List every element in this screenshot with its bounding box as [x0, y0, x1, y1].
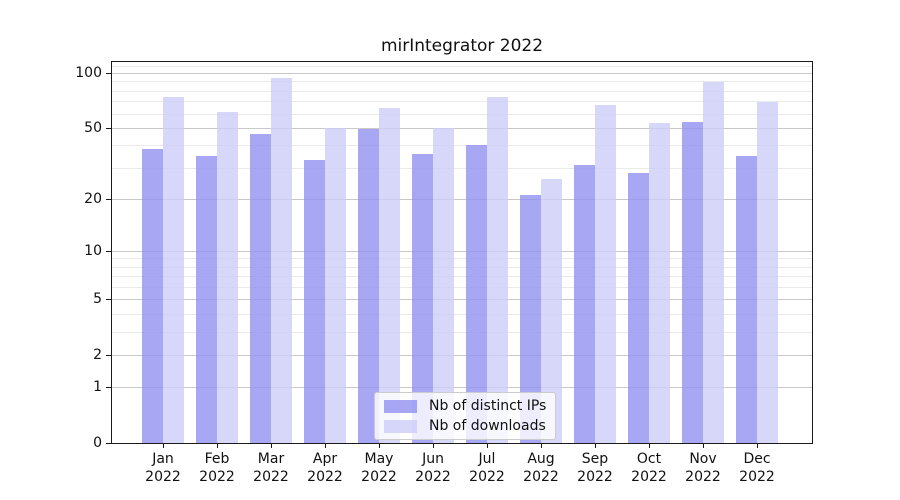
- x-tick-label: Aug 2022: [523, 451, 559, 485]
- x-tick-mark: [433, 444, 434, 448]
- gridline-major: [112, 250, 812, 252]
- bar-downloads-jan: [163, 96, 184, 443]
- x-tick-mark: [487, 444, 488, 448]
- y-tick-label: 10: [84, 242, 102, 259]
- x-tick-mark: [325, 444, 326, 448]
- y-tick-mark: [106, 354, 111, 356]
- y-tick-mark: [106, 299, 111, 301]
- bar-distinct-ips-nov: [682, 121, 703, 443]
- legend: Nb of distinct IPs Nb of downloads: [374, 392, 557, 440]
- bar-downloads-apr: [325, 127, 346, 443]
- y-tick-label: 50: [84, 119, 102, 136]
- x-tick-label: Jan 2022: [145, 451, 181, 485]
- gridline-minor: [112, 258, 812, 260]
- y-tick-label: 1: [93, 379, 102, 396]
- bar-downloads-sep: [595, 104, 616, 443]
- bar-distinct-ips-aug: [520, 195, 541, 443]
- x-tick-label: Apr 2022: [307, 451, 343, 485]
- bar-downloads-may: [379, 108, 400, 443]
- y-tick-label: 0: [93, 435, 102, 451]
- legend-swatch-downloads: [384, 419, 417, 433]
- bar-downloads-nov: [703, 82, 724, 443]
- gridline-minor: [112, 287, 812, 289]
- gridline-minor: [112, 113, 812, 115]
- x-tick-label: Mar 2022: [253, 451, 289, 485]
- x-tick-label: Sep 2022: [577, 451, 613, 485]
- x-tick-mark: [649, 444, 650, 448]
- bar-distinct-ips-dec: [736, 155, 757, 443]
- y-tick-mark: [106, 387, 111, 389]
- gridline-minor: [112, 314, 812, 315]
- x-tick-label: Nov 2022: [685, 451, 721, 485]
- y-tick-mark: [106, 250, 111, 252]
- x-tick-label: May 2022: [361, 451, 397, 485]
- bar-distinct-ips-mar: [250, 134, 271, 443]
- gridline-major: [112, 127, 812, 129]
- gridline-minor: [112, 90, 812, 92]
- gridline-major: [112, 73, 812, 75]
- bar-downloads-oct: [649, 123, 670, 443]
- bar-distinct-ips-may: [358, 129, 379, 443]
- x-tick-label: Dec 2022: [739, 451, 775, 485]
- x-tick-mark: [757, 444, 758, 448]
- bar-distinct-ips-sep: [574, 165, 595, 443]
- bar-downloads-dec: [757, 102, 778, 443]
- x-tick-mark: [217, 444, 218, 448]
- gridline-major: [112, 354, 812, 356]
- bar-downloads-jul: [487, 96, 508, 443]
- x-tick-mark: [163, 444, 164, 448]
- x-tick-mark: [271, 444, 272, 448]
- x-tick-mark: [703, 444, 704, 448]
- plot-area: [112, 62, 812, 443]
- bar-distinct-ips-jan: [142, 149, 163, 443]
- legend-entry-distinct-ips: Nb of distinct IPs: [384, 399, 546, 413]
- x-tick-mark: [595, 444, 596, 448]
- bar-distinct-ips-jul: [466, 145, 487, 443]
- x-tick-mark: [541, 444, 542, 448]
- bar-distinct-ips-oct: [628, 173, 649, 443]
- gridline-minor: [112, 331, 812, 333]
- bar-distinct-ips-apr: [304, 160, 325, 443]
- bar-downloads-feb: [217, 112, 238, 443]
- chart-title: mirIntegrator 2022: [380, 36, 544, 56]
- y-tick-label: 5: [93, 291, 102, 308]
- legend-label-downloads: Nb of downloads: [429, 418, 546, 434]
- gridline-major: [112, 198, 812, 200]
- gridline-minor: [112, 145, 812, 147]
- y-tick-mark: [106, 127, 111, 129]
- y-tick-label: 100: [75, 65, 102, 82]
- gridline-minor: [112, 266, 812, 268]
- bar-distinct-ips-feb: [196, 155, 217, 443]
- legend-entry-downloads: Nb of downloads: [384, 419, 546, 433]
- gridline-minor: [112, 167, 812, 169]
- gridline-minor: [112, 65, 812, 67]
- bar-downloads-aug: [541, 178, 562, 443]
- gridline-minor: [112, 276, 812, 278]
- bar-downloads-jun: [433, 127, 454, 443]
- legend-swatch-distinct-ips: [384, 399, 417, 413]
- y-tick-mark: [106, 198, 111, 200]
- x-tick-label: Feb 2022: [199, 451, 235, 485]
- y-tick-label: 20: [84, 190, 102, 207]
- y-tick-label: 2: [93, 346, 102, 363]
- x-tick-label: Jul 2022: [469, 451, 505, 485]
- bar-distinct-ips-jun: [412, 153, 433, 443]
- bar-downloads-mar: [271, 78, 292, 443]
- gridline-major: [112, 299, 812, 301]
- legend-label-distinct-ips: Nb of distinct IPs: [429, 398, 547, 414]
- gridline-minor: [112, 101, 812, 103]
- y-tick-mark: [106, 443, 111, 444]
- gridline-major: [112, 387, 812, 389]
- x-tick-label: Jun 2022: [415, 451, 451, 485]
- x-tick-mark: [379, 444, 380, 448]
- x-tick-label: Oct 2022: [631, 451, 667, 485]
- gridline-minor: [112, 81, 812, 83]
- y-tick-mark: [106, 73, 111, 75]
